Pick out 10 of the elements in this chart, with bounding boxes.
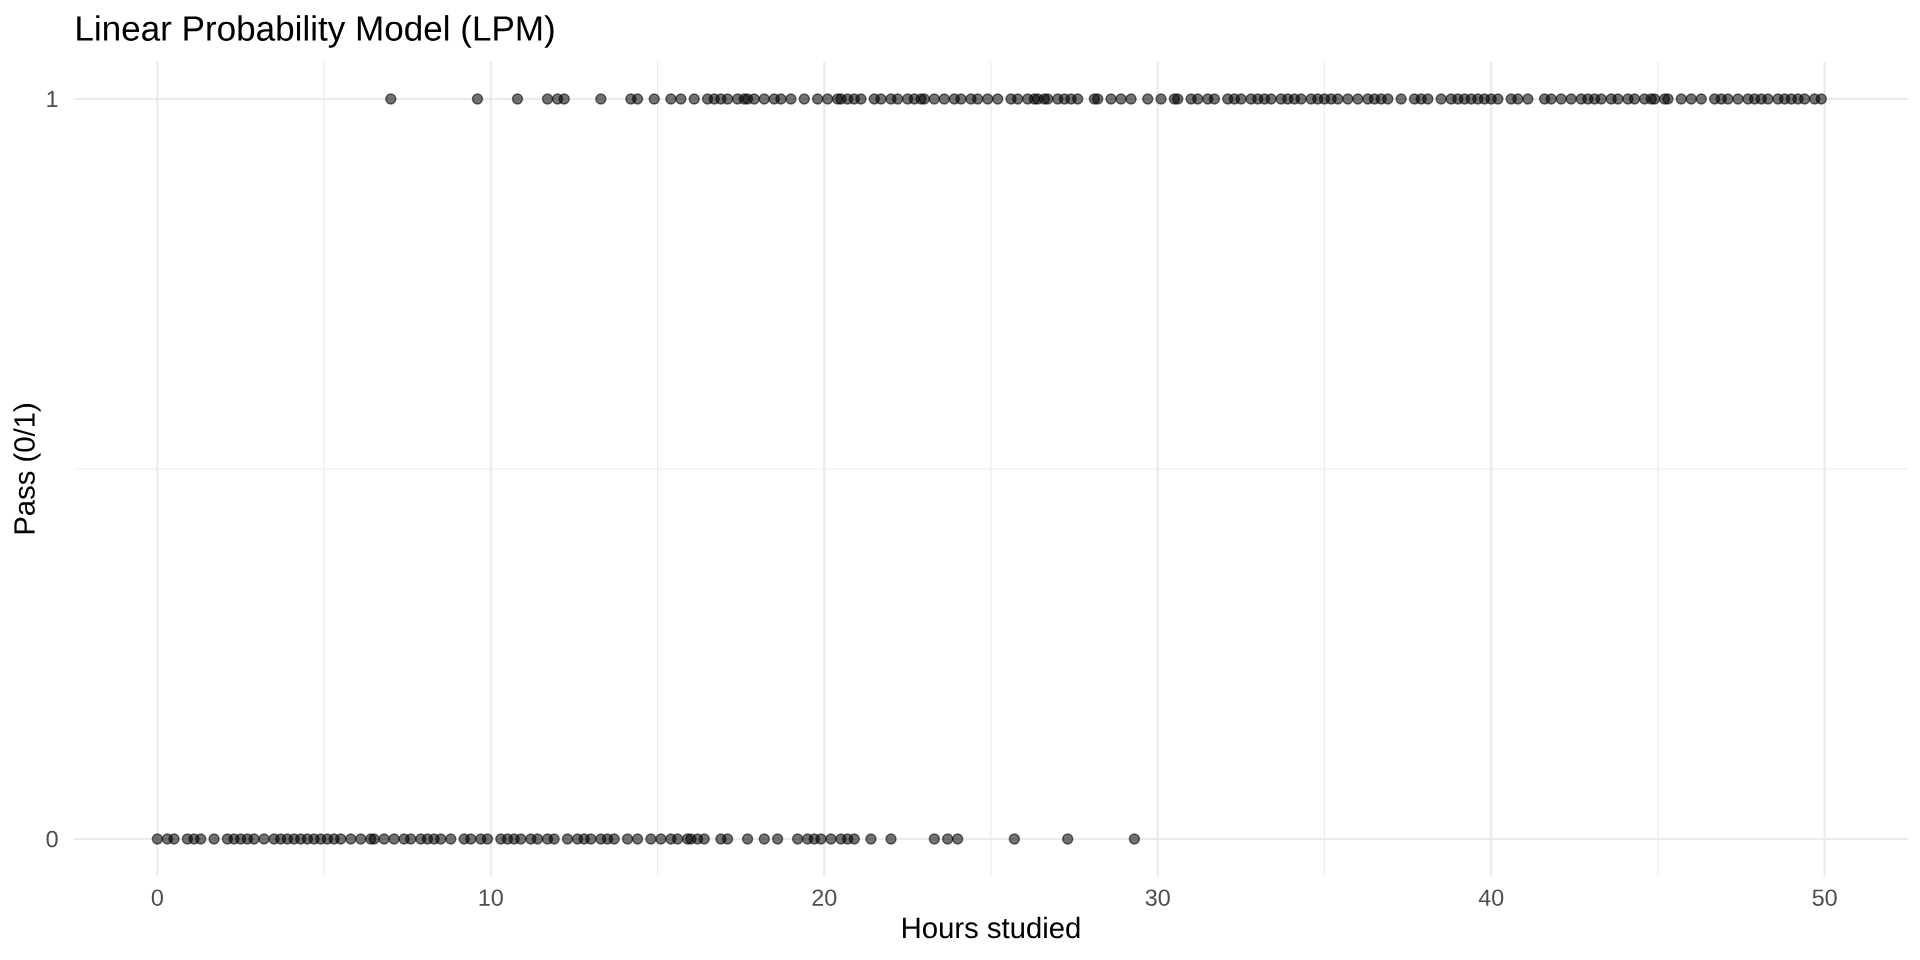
y-tick-label: 1	[47, 90, 58, 108]
x-tick-label: 50	[1812, 889, 1837, 906]
x-tick-label: 20	[812, 889, 837, 906]
x-tick-label: 40	[1478, 889, 1504, 906]
x-tick-label: 0	[151, 889, 163, 906]
chart-title: Linear Probability Model (LPM)	[77, 15, 554, 48]
x-tick-label: 10	[479, 889, 503, 906]
x-tick-label: 30	[1145, 889, 1170, 906]
x-axis-title: Hours studied	[903, 916, 1080, 939]
y-axis-title: Pass (0/1)	[13, 404, 41, 534]
